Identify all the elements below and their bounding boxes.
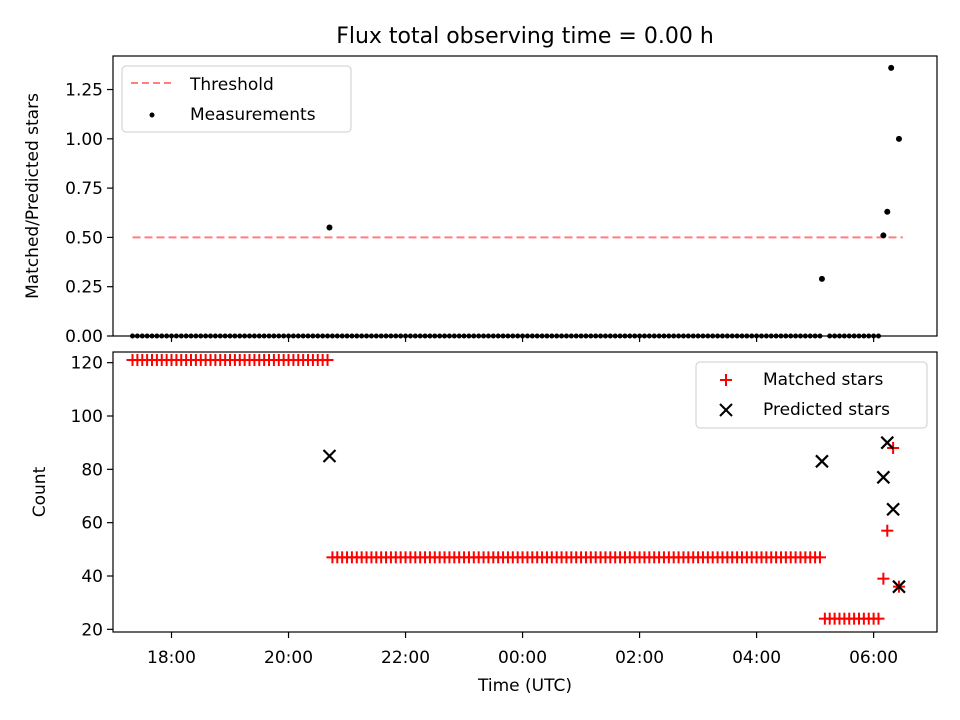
bottom-legend-box [695,361,928,429]
top-y-tick-label: 0.25 [65,278,103,298]
top-legend-box [121,65,352,133]
measurements-legend-swatch [149,112,155,118]
measurement-point [884,208,891,215]
bottom-panel: 20 40 60 80 100 120 18:00 20:00 22:00 00:00 02:00… [30,351,938,696]
bottom-x-tick-label: 06:00 [849,648,898,668]
bottom-x-tick-label: 04:00 [732,648,781,668]
matched-legend-swatch [720,374,732,386]
top-y-tick-label: 0.75 [65,179,103,199]
matched-legend-label: Matched stars [763,370,883,390]
bottom-y-tick-label: 60 [81,514,103,534]
predicted-star-marker [892,579,906,594]
predicted-star-marker [322,449,337,463]
predicted-star-marker [815,454,829,469]
matched-star-marker [877,572,890,585]
measurement-point [818,275,825,282]
bottom-x-tick-label: 02:00 [615,648,664,668]
bottom-x-tick-label: 18:00 [147,648,196,668]
measurement-point [326,224,333,231]
matched-star-marker [813,551,826,564]
bottom-x-tick-label: 22:00 [381,648,430,668]
top-y-ticks: 0.00 0.25 0.50 0.75 1.00 1.25 [65,81,113,347]
matched-star-marker [321,354,334,366]
predicted-star-marker [876,470,891,485]
threshold-legend-label: Threshold [189,75,274,95]
measurements-legend-label: Measurements [190,105,316,125]
matched-star-marker [881,524,894,537]
bottom-y-tick-label: 40 [81,567,103,587]
top-title: Flux total observing time = 0.00 h [336,24,714,49]
bottom-x-tick-label: 20:00 [264,648,313,668]
bottom-legend: Matched stars Predicted stars [695,361,928,429]
bottom-x-axis-label: Time (UTC) [477,676,572,696]
top-axes-frame [112,55,938,337]
top-panel: Flux total observing time = 0.00 h 0.000… [23,24,938,347]
bottom-y-axis-label: Count [30,466,50,517]
top-y-tick-label: 1.00 [65,130,103,150]
predicted-star-marker [880,435,895,450]
matched-star-marker [872,612,885,625]
top-y-tick-label: 0.00 [65,327,103,347]
top-y-tick-label: 1.25 [65,81,103,101]
bottom-data-layer [126,354,906,625]
bottom-y-ticks: 20 40 60 80 100 120 [71,354,113,640]
top-legend: Threshold Measurements [121,65,352,133]
top-x-ticks [170,336,875,342]
predicted-star-marker [886,502,900,517]
bottom-y-tick-label: 100 [71,407,103,427]
measurement-point [895,135,902,142]
bottom-y-tick-label: 20 [81,620,103,640]
predicted-legend-label: Predicted stars [763,400,890,420]
top-y-tick-label: 0.50 [65,228,103,248]
bottom-x-tick-label: 00:00 [498,648,547,668]
bottom-y-tick-label: 80 [81,460,103,480]
measurement-point [888,64,895,71]
bottom-axes-frame [112,351,938,633]
bottom-y-tick-label: 120 [71,354,103,374]
predicted-legend-swatch [719,403,733,417]
bottom-x-ticks: 18:00 20:00 22:00 00:00 02:00 04:00 06:00 [147,632,898,668]
top-y-axis-label: Matched/Predicted stars [23,93,43,299]
measurement-point [880,232,887,239]
